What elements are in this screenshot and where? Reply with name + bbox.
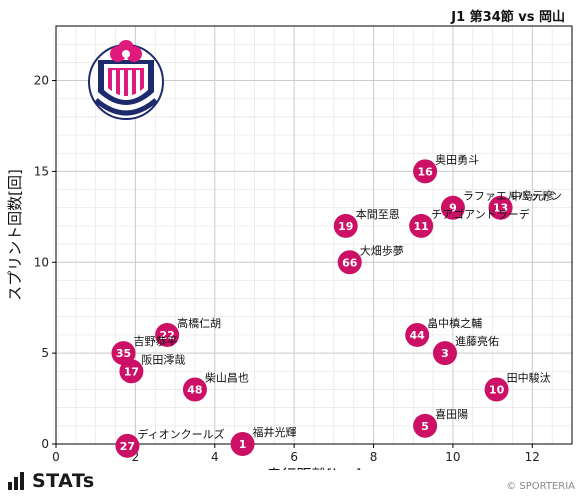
player-point [337, 250, 362, 275]
player-point [333, 213, 358, 238]
player-name-label: 阪田澪哉 [141, 352, 185, 366]
player-point [155, 322, 180, 347]
player-number: 10 [489, 383, 505, 396]
y-axis-title: スプリント回数[回] [6, 169, 24, 301]
x-tick-label: 8 [370, 450, 378, 464]
y-tick-label: 15 [34, 164, 49, 178]
player-name-label: チアゴアンドラーデ [431, 207, 530, 221]
player-point [413, 413, 438, 438]
player-point [440, 195, 465, 220]
y-tick-label: 5 [41, 346, 49, 360]
player-name-label: 進藤亮佑 [455, 334, 499, 348]
player-number: 11 [414, 220, 429, 233]
player-name-label: ディオンクールズ [137, 427, 224, 441]
player-name-label: ラファエルハットン [463, 190, 562, 203]
player-point [432, 341, 457, 366]
player-name-label: 田中駿汰 [507, 370, 551, 384]
player-name-label: 大畑歩夢 [360, 243, 404, 257]
player-number: 66 [342, 256, 358, 269]
player-point [182, 377, 207, 402]
y-tick-label: 20 [34, 74, 49, 88]
player-point [115, 433, 140, 458]
player-point [413, 159, 438, 184]
bar-chart-icon [8, 472, 28, 490]
x-axis-title: 走行距離[km] [266, 466, 361, 470]
player-name-label: 高橋仁胡 [177, 316, 221, 330]
copyright-credit: © SPORTERIA [506, 481, 575, 492]
scatter-chart: 02468101205101520走行距離[km]スプリント回数[回] 1691… [6, 25, 573, 470]
player-name-label: 本間至恩 [356, 207, 400, 221]
plot-frame [55, 25, 573, 445]
player-number: 13 [493, 202, 508, 215]
x-tick-label: 12 [525, 450, 540, 464]
chart-header-title: J1 第34節 vs 岡山 [451, 10, 565, 25]
y-tick-label: 10 [34, 255, 49, 269]
player-point [111, 341, 136, 366]
x-tick-label: 2 [132, 450, 140, 464]
player-point [409, 213, 434, 238]
player-name-label: 中島元彦 [511, 189, 555, 203]
player-name-label: 吉野恭平 [133, 335, 177, 348]
player-point [119, 359, 144, 384]
player-number: 22 [159, 329, 174, 342]
points-layer: 16 9 13 19 11 66 44 3 10 5 22 35 17 48 1 27 [111, 159, 513, 458]
player-number: 5 [421, 420, 429, 433]
x-tick-label: 6 [290, 450, 298, 464]
x-tick-label: 10 [445, 450, 460, 464]
player-number: 9 [449, 202, 457, 215]
brand-text: STATs [32, 470, 95, 492]
x-tick-label: 0 [52, 450, 60, 464]
player-number: 27 [120, 440, 135, 453]
axes-layer: 02468101205101520走行距離[km]スプリント回数[回] [6, 25, 573, 470]
player-name-label: 畠中槙之輔 [427, 316, 482, 330]
club-emblem [88, 40, 164, 120]
player-name-label: 喜田陽 [435, 408, 468, 421]
player-point [230, 432, 255, 456]
y-tick-label: 0 [41, 437, 49, 451]
player-number: 35 [116, 347, 131, 360]
player-number: 3 [441, 347, 449, 360]
player-number: 19 [338, 220, 353, 233]
player-point [484, 377, 509, 402]
player-name-label: 奥田勇斗 [435, 152, 479, 166]
player-point [405, 322, 430, 347]
player-name-label: 福井光輝 [253, 425, 297, 439]
player-number: 48 [187, 383, 202, 396]
x-tick-label: 4 [211, 450, 219, 464]
player-number: 44 [410, 329, 426, 342]
player-number: 16 [417, 165, 433, 178]
player-number: 1 [239, 438, 247, 451]
player-point [488, 195, 513, 220]
player-number: 17 [124, 365, 139, 378]
stats-brand-logo: STATs [8, 470, 95, 492]
player-name-label: 柴山昌也 [205, 370, 249, 384]
